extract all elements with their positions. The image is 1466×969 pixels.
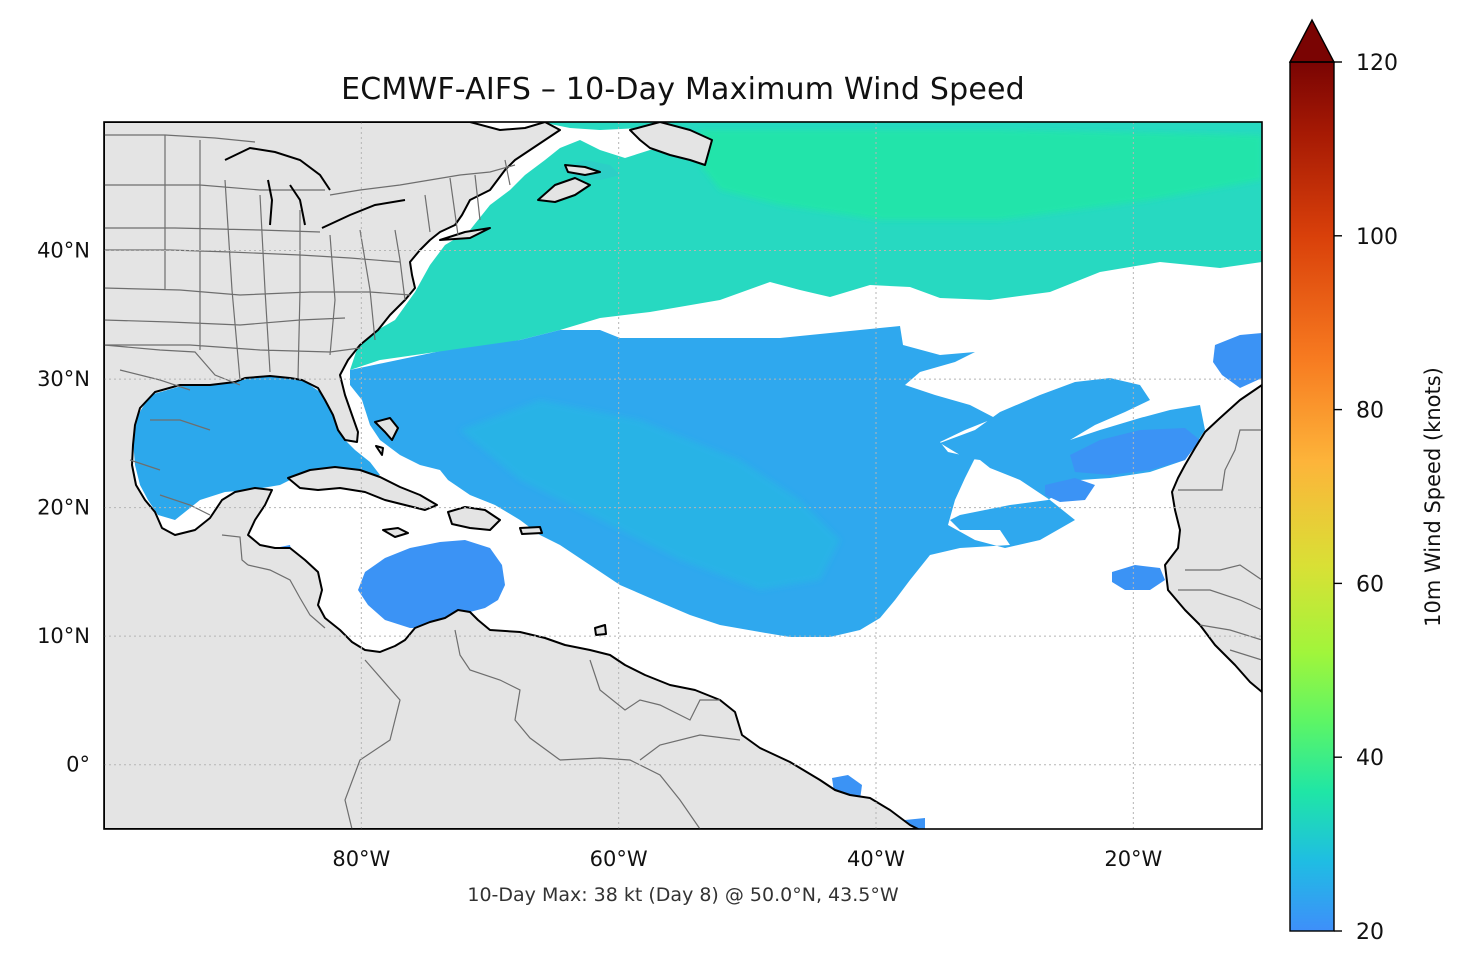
- lat-tick-label: 0°: [66, 753, 90, 777]
- political-borders: [104, 134, 1262, 829]
- land-puerto-rico: [519, 526, 543, 535]
- land-pe-island: [564, 164, 601, 176]
- colorbar-tick-label: 100: [1356, 225, 1398, 250]
- gridlines: [104, 122, 1262, 829]
- border-south-america-west: [344, 659, 401, 829]
- colorbar-gradient: [1290, 62, 1334, 931]
- wind-subtropical-band: [350, 326, 1205, 637]
- lat-tick-label: 10°N: [37, 624, 90, 648]
- lon-tick-label: 40°W: [847, 847, 905, 871]
- colorbar-tick-label: 120: [1356, 51, 1398, 76]
- border-mexico-states: [119, 369, 211, 516]
- latitude-labels: 40°N 30°N 20°N 10°N 0°: [37, 239, 90, 777]
- lon-tick-label: 80°W: [332, 847, 390, 871]
- colorbar-ticks: 20 40 60 80 100 120: [1334, 51, 1398, 945]
- lon-tick-label: 20°W: [1104, 847, 1162, 871]
- wind-subtropical-core: [460, 400, 840, 590]
- colorbar-label: 10m Wind Speed (knots): [1421, 367, 1445, 627]
- colorbar-frame: [1289, 61, 1335, 932]
- border-us-mexico: [104, 344, 241, 386]
- lat-tick-label: 40°N: [37, 239, 90, 263]
- lat-tick-label: 30°N: [37, 367, 90, 391]
- colorbar-tick-label: 60: [1356, 572, 1384, 597]
- lake-michigan-coast: [267, 179, 306, 226]
- wind-gulf-of-mexico: [133, 376, 380, 520]
- wind-capeverde-blob: [1112, 565, 1165, 590]
- colorbar-tick-label: 80: [1356, 399, 1384, 424]
- land-nova-scotia: [537, 177, 591, 203]
- map-title: ECMWF-AIFS – 10-Day Maximum Wind Speed: [341, 72, 1025, 107]
- border-venezuela-guyana: [589, 659, 720, 721]
- land-long-island: [439, 227, 491, 241]
- lake-erie-coast: [321, 199, 406, 229]
- colorbar: 20 40 60 80 100 120: [1288, 18, 1398, 945]
- wind-canaries-blob-3: [1045, 478, 1095, 502]
- lon-tick-label: 60°W: [590, 847, 648, 871]
- border-mexico-guatemala: [221, 534, 249, 566]
- border-africa-3: [1185, 564, 1262, 661]
- great-lakes-coast: [224, 146, 406, 229]
- wind-canaries-blob-1: [1213, 333, 1262, 388]
- wind-north-atlantic-core: [700, 130, 1262, 220]
- land-africa: [1164, 384, 1262, 693]
- land-north-america: [104, 122, 919, 829]
- lat-tick-label: 20°N: [37, 496, 90, 520]
- border-us-states: [104, 135, 511, 381]
- longitude-labels: 80°W 60°W 40°W 20°W: [332, 847, 1162, 871]
- border-central-america: [247, 564, 326, 629]
- map-layers: [104, 122, 1262, 829]
- lake-superior-coast: [224, 146, 331, 191]
- land-hispaniola: [447, 506, 501, 531]
- land-trinidad: [594, 624, 607, 636]
- colorbar-extend-arrow: [1288, 18, 1336, 63]
- border-colombia-venezuela: [454, 629, 561, 761]
- land-layer: [104, 122, 1262, 829]
- land-newfoundland: [629, 122, 713, 166]
- border-us-canada: [104, 134, 516, 196]
- wind-caribbean: [358, 540, 505, 628]
- map-frame: [103, 121, 1263, 830]
- border-africa-1: [1178, 429, 1262, 491]
- land-bahamas: [374, 417, 399, 456]
- colorbar-tick-label: 40: [1356, 746, 1384, 771]
- wind-canaries-blob-2: [1070, 428, 1200, 475]
- border-africa-2: [1178, 589, 1262, 641]
- max-wind-footnote: 10-Day Max: 38 kt (Day 8) @ 50.0°N, 43.5…: [467, 884, 899, 906]
- land-jamaica: [382, 527, 409, 538]
- border-brazil: [559, 734, 741, 829]
- colorbar-tick-label: 20: [1356, 920, 1384, 945]
